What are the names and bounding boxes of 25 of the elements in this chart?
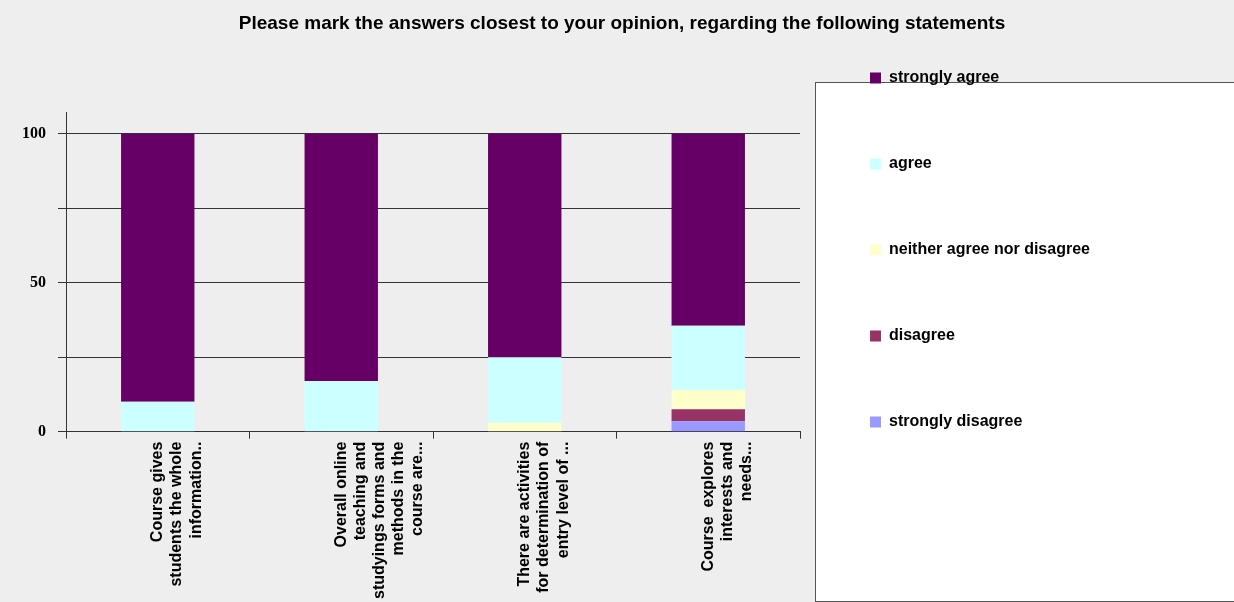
bar (671, 421, 745, 432)
x-tick-label: Overall online teaching and studyings forms and methods in the course are... (331, 441, 426, 600)
bar (671, 409, 745, 422)
y-tick-label: 50 (30, 272, 46, 290)
bar (671, 133, 745, 326)
y-tick-label: 100 (22, 123, 46, 141)
y-tick-label: 0 (38, 421, 46, 439)
bar (304, 133, 378, 381)
bar (488, 357, 562, 423)
x-tick-label: Course gives students the whole information.. (148, 441, 204, 587)
chart-title: Please mark the answers closest to your opinion, regarding the following statements (238, 11, 1006, 33)
x-tick-label: Course explores interests and needs... (698, 441, 755, 572)
legend-label: disagree (889, 326, 955, 344)
legend-label: strongly agree (889, 68, 1000, 86)
bar (488, 422, 562, 432)
bar (121, 133, 195, 402)
bar (671, 389, 745, 410)
bar (121, 401, 195, 432)
bar (488, 133, 562, 358)
x-tick-label: There are activities for determination of entry level of ... (515, 440, 571, 593)
legend-label: agree (889, 154, 932, 172)
bar (304, 380, 378, 432)
legend-label: neither agree nor disagree (889, 240, 1091, 258)
legend-label: strongly disagree (889, 412, 1023, 430)
bar (671, 325, 745, 390)
